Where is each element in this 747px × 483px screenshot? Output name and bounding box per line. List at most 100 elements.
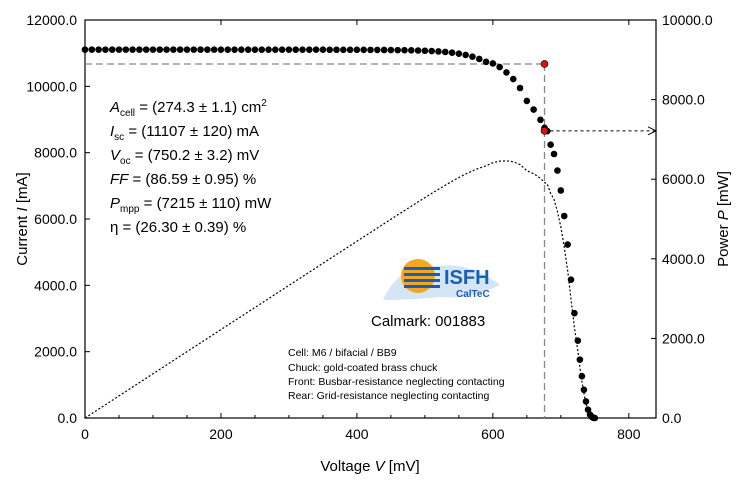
iv-data-point <box>360 46 368 54</box>
y-tick-label: 4000.0 <box>34 277 77 293</box>
iv-data-point <box>509 75 517 83</box>
iv-data-point <box>224 46 232 53</box>
iv-data-point <box>204 46 211 53</box>
y-tick-label: 6000.0 <box>34 211 77 227</box>
x-axis-ticks: 0 200 400 600 800 <box>81 20 641 442</box>
iv-data-point <box>523 97 531 105</box>
power-curve-series <box>84 160 595 419</box>
iv-data-point <box>190 46 198 53</box>
power-curve-line <box>84 160 595 419</box>
iv-data-point <box>149 46 157 53</box>
iv-data-point <box>387 46 395 54</box>
iv-data-point <box>231 46 238 53</box>
iv-data-point <box>210 46 218 53</box>
iv-data-point <box>170 46 177 53</box>
param-pmpp: Pmpp = (7215 ± 110) mW <box>110 195 272 215</box>
iv-data-point <box>217 46 225 53</box>
logo-stripe <box>404 267 440 270</box>
x-tick-label: 800 <box>617 426 641 442</box>
mpp-markers <box>540 60 549 135</box>
iv-data-point <box>547 141 554 149</box>
iv-data-point <box>448 49 456 56</box>
iv-data-point <box>530 106 537 113</box>
iv-data-point <box>136 46 143 53</box>
x-tick-label: 200 <box>209 426 233 442</box>
iv-data-point <box>183 46 191 53</box>
iv-data-point <box>584 406 592 414</box>
y2-axis-title: Power P [mW] <box>715 171 732 267</box>
iv-data-point <box>299 46 306 53</box>
iv-data-point <box>306 46 313 54</box>
iv-data-point <box>367 46 374 54</box>
x-tick-label: 0 <box>81 426 89 442</box>
mpp-current-marker <box>540 60 549 68</box>
iv-data-point <box>496 63 503 71</box>
y2-axis-ticks: 0.0 2000.0 4000.0 6000.0 8000.0 10000.0 <box>651 12 713 426</box>
y2-tick-label: 0.0 <box>662 410 682 426</box>
param-isc: Isc = (11107 ± 120) mA <box>110 123 259 143</box>
y-tick-label: 2000.0 <box>34 344 77 360</box>
iv-data-point <box>244 46 252 53</box>
mpp-power-arrow-icon <box>647 126 658 136</box>
iv-data-point <box>554 167 561 174</box>
iv-data-point <box>489 60 497 67</box>
iv-data-point <box>156 46 164 53</box>
iv-data-point <box>163 46 170 53</box>
iv-data-point <box>312 46 320 54</box>
iv-data-point <box>394 46 401 54</box>
y2-tick-label: 4000.0 <box>662 251 705 267</box>
iv-data-point <box>462 51 469 59</box>
iv-data-point <box>265 46 272 53</box>
iv-data-point <box>238 46 245 53</box>
y2-tick-label: 10000.0 <box>662 12 713 28</box>
iv-data-point <box>503 69 510 76</box>
x-tick-label: 400 <box>345 426 369 442</box>
iv-data-point <box>108 46 116 53</box>
iv-data-point <box>258 46 266 53</box>
param-area: Acell = (274.3 ± 1.1) cm2 <box>109 98 267 119</box>
iv-data-point <box>285 46 293 53</box>
note-rear: Rear: Grid-resistance neglecting contact… <box>288 390 490 402</box>
iv-data-point <box>550 150 558 158</box>
logo-stripe <box>404 273 440 276</box>
iv-data-point <box>475 55 483 63</box>
logo-stripe <box>404 285 440 288</box>
iv-data-point <box>88 46 96 53</box>
iv-data-point <box>469 53 476 60</box>
iv-data-point <box>428 47 435 55</box>
iv-data-point <box>272 46 279 53</box>
iv-data-point <box>401 46 408 54</box>
x-tick-label: 600 <box>481 426 505 442</box>
iv-curve-series <box>81 46 599 422</box>
iv-data-point <box>81 46 89 53</box>
calmark-label: Calmark: 001883 <box>371 313 485 330</box>
iv-data-point <box>380 46 388 54</box>
iv-data-point <box>571 309 578 317</box>
iv-data-point <box>537 116 544 124</box>
iv-data-point <box>122 46 130 53</box>
y2-tick-label: 8000.0 <box>662 92 705 108</box>
iv-data-point <box>557 187 565 194</box>
iv-data-point <box>340 46 347 54</box>
iv-data-point <box>326 46 334 54</box>
parameters-block: Acell = (274.3 ± 1.1) cm2 Isc = (11107 ±… <box>109 98 272 236</box>
iv-data-point <box>129 46 136 53</box>
logo-text: ISFH <box>444 267 490 289</box>
y-tick-label: 0.0 <box>58 410 78 426</box>
iv-data-point <box>251 46 259 53</box>
iv-data-point <box>278 46 286 53</box>
mpp-guide-lines <box>85 63 658 418</box>
mpp-power-marker <box>540 127 549 135</box>
iv-data-point <box>353 46 361 54</box>
iv-data-point <box>567 276 575 284</box>
iv-data-point <box>407 47 415 54</box>
iv-data-point <box>435 48 442 55</box>
iv-data-point <box>333 46 340 54</box>
y-tick-label: 12000.0 <box>26 12 77 28</box>
param-eta: η = (26.30 ± 0.39) % <box>110 219 246 236</box>
isfh-logo: ISFH CalTeC <box>383 259 500 300</box>
iv-data-point <box>591 414 599 422</box>
y-tick-label: 10000.0 <box>26 78 77 94</box>
note-cell: Cell: M6 / bifacial / BB9 <box>288 347 397 359</box>
